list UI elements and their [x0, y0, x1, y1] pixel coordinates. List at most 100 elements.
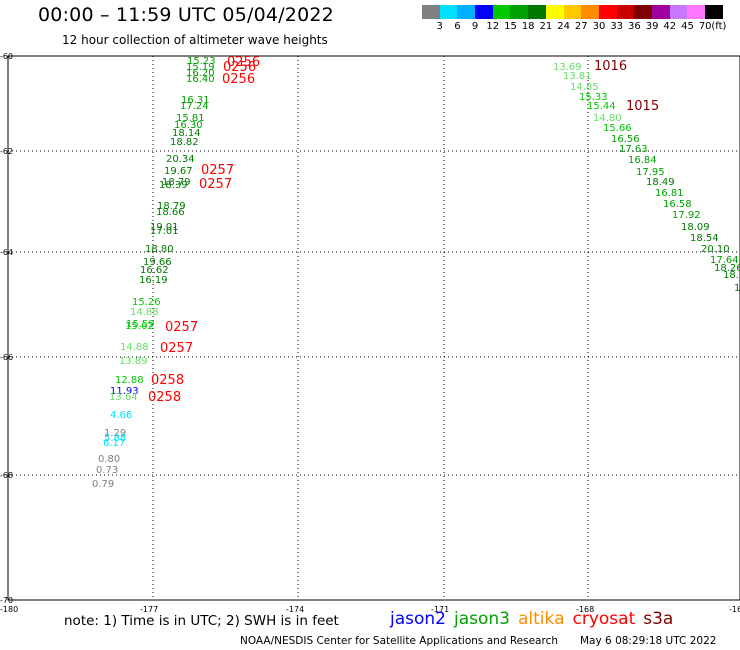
swh-observation-label: 14.80 [593, 113, 622, 124]
color-swatch [651, 5, 670, 19]
swh-observation-label: 18.39 [159, 180, 188, 191]
color-scale-label: 6 [454, 21, 461, 32]
longitude-tick-label: -177 [140, 605, 158, 614]
color-scale-label: 12 [486, 21, 500, 32]
swh-observation-label: 17.92 [672, 210, 701, 221]
swh-observation-label: 15.26 [132, 297, 161, 308]
swh-observation-label: 15.19 [186, 62, 215, 73]
pass-time-label: 0257 [160, 341, 193, 356]
color-scale-label: 24 [557, 21, 570, 32]
swh-observation-label: 16.56 [611, 134, 640, 145]
latitude-tick-label: -62 [0, 147, 13, 156]
color-swatch [422, 5, 440, 19]
satellite-legend-s3a: s3a [643, 609, 674, 629]
swh-observation-label: 16.19 [139, 275, 168, 286]
swh-observation-label: 17.63 [619, 144, 648, 155]
swh-observation-label: 17.95 [636, 167, 665, 178]
color-scale-label: 18 [521, 21, 535, 32]
swh-observation-label: 19.67 [164, 166, 193, 177]
footer-credit: NOAA/NESDIS Center for Satellite Applica… [240, 635, 558, 647]
color-scale-bar [422, 5, 723, 19]
color-scale-label: 36 [628, 21, 641, 32]
color-scale-label: 21 [539, 21, 553, 32]
map-title: 00:00 – 11:59 UTC 05/04/2022 [38, 4, 334, 26]
color-scale-label: 27 [574, 21, 588, 32]
swh-observation-label: 17.01 [150, 226, 179, 237]
swh-observation-label: 19.66 [143, 257, 172, 268]
pass-time-label: 0256 [222, 72, 255, 87]
swh-observation-label: 18.49 [646, 177, 675, 188]
color-swatch [563, 5, 582, 19]
units-note: note: 1) Time is in UTC; 2) SWH is in fe… [64, 613, 339, 629]
pass-time-label: 1016 [594, 59, 627, 74]
pass-time-label: 0256 [223, 60, 256, 75]
swh-observation-label: 1 [734, 283, 740, 294]
swh-observation-label: 16.20 [186, 68, 215, 79]
swh-observation-label: 15.33 [579, 92, 608, 103]
swh-observation-label: 1.29 [104, 428, 126, 439]
swh-observation-label: 20.34 [166, 154, 195, 165]
swh-observation-label: 15.23 [187, 56, 216, 67]
color-scale-label: 42 [663, 21, 677, 32]
latitude-tick-label: -60 [0, 52, 13, 61]
pass-time-label: 1015 [626, 99, 659, 114]
swh-observation-label: 13.81 [563, 71, 592, 82]
color-scale-label: 30 [592, 21, 606, 32]
swh-observation-label: 5.88 [104, 433, 126, 444]
color-scale-label: 39 [645, 21, 659, 32]
swh-observation-label: 18.82 [170, 137, 199, 148]
swh-observation-label: 14.88 [130, 307, 159, 318]
pass-time-label: 0257 [165, 320, 198, 335]
swh-observation-label: 0.80 [98, 454, 120, 465]
color-swatch [616, 5, 635, 19]
swh-observation-label: 18.14 [172, 128, 201, 139]
latitude-tick-label: -64 [0, 248, 13, 257]
swh-observation-label: 17.64 [710, 255, 739, 266]
satellite-legend-cryosat: cryosat [572, 609, 636, 629]
swh-observation-label: 13.89 [119, 356, 148, 367]
footer-timestamp: May 6 08:29:18 UTC 2022 [580, 635, 717, 647]
swh-observation-label: 16.62 [140, 265, 169, 276]
swh-observation-label: 12.88 [115, 375, 144, 386]
swh-observation-label: 18.79 [157, 201, 186, 212]
color-swatch [634, 5, 652, 19]
swh-observation-label: 13.69 [553, 62, 582, 73]
swh-observation-label: 17.24 [180, 101, 209, 112]
color-swatch [598, 5, 617, 19]
swh-observation-label: 6.17 [103, 438, 125, 449]
longitude-tick-label: -180 [0, 605, 18, 614]
swh-observation-label: 14.88 [120, 342, 149, 353]
longitude-tick-label: -174 [286, 605, 304, 614]
color-swatch [528, 5, 546, 19]
map-subtitle: 12 hour collection of altimeter wave hei… [62, 33, 328, 47]
satellite-legend-jason3: jason3 [454, 609, 510, 629]
color-swatch [439, 5, 458, 19]
satellite-legend-jason2: jason2 [390, 609, 446, 629]
longitude-tick-label: -16 [729, 605, 740, 614]
swh-observation-label: 15.62 [125, 321, 154, 332]
color-swatch [705, 5, 723, 19]
swh-observation-label: 18. [723, 270, 739, 281]
swh-observation-label: 16.31 [181, 95, 210, 106]
color-swatch [457, 5, 476, 19]
swh-observation-label: 18.66 [156, 207, 185, 218]
swh-observation-label: 19.01 [150, 222, 179, 233]
swh-observation-label: 20.10 [701, 244, 730, 255]
pass-time-label: 0258 [148, 390, 181, 405]
swh-observation-label: 16.30 [174, 120, 203, 131]
swh-observation-label: 16.84 [628, 155, 657, 166]
swh-observation-label: 15.66 [603, 123, 632, 134]
color-scale-label: (ft) [711, 21, 727, 32]
longitude-tick-label: -168 [576, 605, 594, 614]
satellite-legend: jason2 jason3 altika cryosat s3a [390, 609, 681, 629]
swh-observation-label: 11.93 [110, 386, 139, 397]
swh-observation-label: 14.85 [570, 82, 599, 93]
swh-observation-label: 16.81 [655, 188, 684, 199]
color-swatch [669, 5, 688, 19]
swh-observation-label: 16.40 [186, 74, 215, 85]
longitude-tick-label: -171 [431, 605, 449, 614]
swh-observation-label: 18.79 [162, 177, 191, 188]
swh-observation-label: 18.80 [145, 244, 174, 255]
satellite-legend-altika: altika [518, 609, 565, 629]
